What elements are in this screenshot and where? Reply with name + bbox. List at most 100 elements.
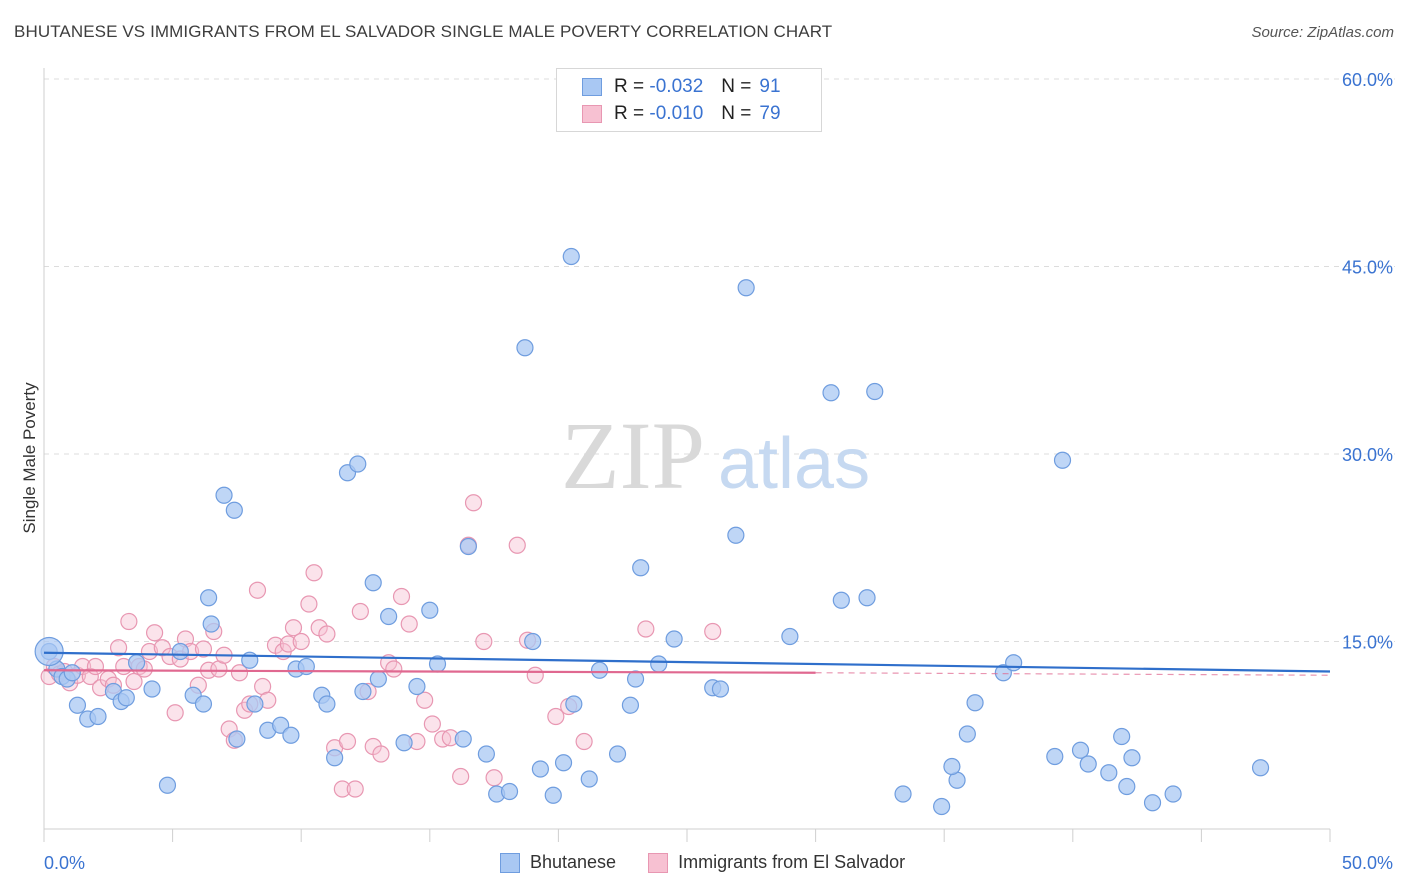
bhutanese-point — [894, 785, 912, 803]
bhutanese-point — [228, 730, 246, 748]
el-salvador-point — [385, 660, 403, 678]
el-salvador-point — [166, 704, 184, 722]
bhutanese-point — [516, 339, 534, 357]
x-tick-label: 50.0% — [1342, 853, 1393, 873]
bhutanese-point — [580, 770, 598, 788]
el-salvador-point — [333, 780, 351, 798]
el-salvador-point — [575, 732, 593, 751]
bhutanese-point — [626, 670, 645, 688]
el-salvador-trend-extension — [815, 672, 1331, 676]
bhutanese-point — [1046, 747, 1064, 766]
bhutanese-point — [832, 591, 850, 609]
legend-swatch-el-salvador — [582, 105, 602, 123]
bhutanese-point — [200, 589, 218, 607]
el-salvador-point — [526, 666, 544, 684]
bhutanese-point — [408, 677, 426, 696]
series-legend-item-bhutanese[interactable]: Bhutanese — [500, 852, 616, 873]
bhutanese-point — [933, 797, 951, 816]
bhutanese-point — [318, 695, 336, 713]
el-salvador-point — [452, 767, 470, 786]
el-salvador-point — [346, 780, 364, 798]
bhutanese-point — [369, 670, 387, 688]
bhutanese-point — [171, 642, 189, 661]
legend-row-el-salvador: R = -0.010 N = 79 — [582, 101, 781, 127]
bhutanese-point — [958, 725, 976, 743]
bhutanese-point — [1251, 759, 1270, 777]
axes — [43, 68, 1331, 842]
bhutanese-point — [349, 455, 367, 473]
el-salvador-point — [300, 595, 318, 613]
bhutanese-point — [737, 279, 755, 297]
series-legend-label: Bhutanese — [530, 852, 617, 872]
bhutanese-point — [63, 664, 81, 682]
el-salvador-trend-line — [43, 669, 816, 674]
bhutanese-point — [1143, 794, 1162, 812]
series-legend-swatch-el-salvador — [648, 852, 669, 873]
y-axis-label: Single Male Poverty — [20, 382, 39, 534]
bhutanese-point — [454, 730, 472, 748]
el-salvador-point — [81, 667, 99, 686]
legend-n-label: N = — [721, 103, 752, 124]
bhutanese-point — [326, 749, 344, 767]
el-salvador-point — [109, 639, 128, 657]
el-salvador-point — [338, 732, 357, 751]
series-legend-item-el-salvador[interactable]: Immigrants from El Salvador — [648, 852, 905, 873]
legend-r-value: -0.032 — [649, 76, 704, 97]
el-salvador-point — [637, 620, 655, 638]
y-tick-label: 45.0% — [1342, 258, 1393, 278]
bhutanese-point — [117, 689, 135, 707]
bhutanese-point — [544, 786, 562, 804]
el-salvador-point — [475, 632, 493, 651]
bhutanese-trend-line — [43, 651, 1331, 673]
x-tick-label: 0.0% — [44, 853, 85, 873]
bhutanese-point — [665, 630, 683, 648]
el-salvador-point — [284, 619, 303, 637]
el-salvador-point — [305, 564, 323, 582]
bhutanese-point — [531, 760, 549, 778]
bhutanese-point — [1100, 764, 1118, 782]
el-salvador-point — [86, 657, 105, 676]
bhutanese-point — [354, 682, 372, 701]
bhutanese-point — [215, 486, 233, 504]
watermark-zip: ZIP — [561, 402, 705, 509]
bhutanese-point — [565, 695, 583, 713]
bhutanese-point — [500, 782, 519, 801]
el-salvador-point — [318, 625, 336, 643]
el-salvador-point — [547, 707, 565, 726]
legend-n-value: 91 — [759, 76, 781, 97]
el-salvador-point — [400, 615, 418, 633]
watermark-atlas: atlas — [718, 424, 870, 504]
bhutanese-point — [477, 745, 495, 763]
bhutanese-point — [395, 734, 413, 752]
el-salvador-point — [248, 581, 267, 599]
source-label: Source: ZipAtlas.com — [1251, 24, 1394, 41]
legend-row-bhutanese: R = -0.032 N = 91 — [582, 74, 781, 100]
y-tick-label: 15.0% — [1342, 633, 1393, 653]
bhutanese-point — [68, 696, 87, 714]
el-salvador-point — [292, 632, 310, 651]
bhutanese-point — [202, 615, 220, 633]
bhutanese-point — [727, 526, 745, 544]
bhutanese-point — [590, 661, 609, 679]
bhutanese-point — [272, 716, 290, 734]
y-tick-label: 60.0% — [1342, 70, 1393, 90]
el-salvador-point — [392, 587, 411, 606]
bhutanese-point — [225, 501, 243, 519]
bhutanese-point — [711, 680, 730, 698]
el-salvador-point — [194, 640, 213, 658]
bhutanese-point — [1079, 755, 1097, 773]
bhutanese-point — [781, 627, 799, 646]
bhutanese-point — [282, 726, 300, 744]
bhutanese-point — [524, 632, 542, 651]
el-salvador-point — [279, 635, 297, 653]
bhutanese-point — [866, 382, 884, 401]
el-salvador-point — [372, 745, 390, 763]
el-salvador-point — [140, 642, 159, 661]
series-legend-label: Immigrants from El Salvador — [678, 852, 906, 872]
el-salvador-point — [125, 672, 143, 691]
legend-r-label: R = — [614, 76, 645, 97]
bhutanese-point — [1123, 749, 1141, 767]
el-salvador-point — [485, 769, 503, 787]
trend-lines — [43, 651, 1331, 676]
